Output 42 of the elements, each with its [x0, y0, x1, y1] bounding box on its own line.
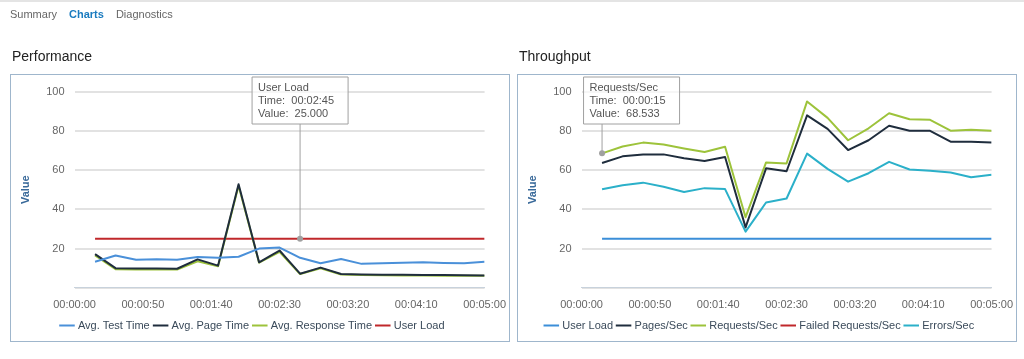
- x-tick-label: 00:00:00: [560, 298, 603, 311]
- y-tick-label: 80: [559, 123, 572, 136]
- x-tick-label: 00:03:20: [833, 298, 877, 311]
- x-tick-label: 00:01:40: [189, 298, 233, 311]
- y-tick-label: 20: [559, 241, 572, 254]
- y-tick-label: 60: [559, 163, 572, 176]
- legend-label: Pages/Sec: [634, 318, 689, 331]
- y-axis-title: Value: [525, 175, 538, 205]
- legend-label: Errors/Sec: [922, 318, 975, 331]
- x-tick-label: 00:02:30: [765, 298, 808, 311]
- chart-title: Performance: [11, 48, 94, 66]
- x-tick-label: 00:05:00: [463, 298, 506, 311]
- y-tick-label: 80: [52, 123, 65, 136]
- text: Diagnostics: [115, 8, 173, 20]
- y-tick-label: 60: [52, 163, 65, 176]
- legend-label: Requests/Sec: [709, 318, 779, 331]
- legend-label: Avg. Response Time: [270, 318, 373, 331]
- legend-label: Avg. Page Time: [171, 318, 250, 331]
- y-axis-title: Value: [18, 175, 31, 205]
- x-tick-label: 00:01:40: [696, 298, 740, 311]
- text: Charts: [69, 8, 104, 20]
- y-tick-label: 20: [52, 241, 65, 254]
- x-tick-label: 00:00:00: [53, 298, 96, 311]
- x-tick-label: 00:05:00: [970, 298, 1013, 311]
- x-tick-label: 00:04:10: [394, 298, 438, 311]
- x-tick-label: 00:00:50: [121, 298, 165, 311]
- legend-label: Failed Requests/Sec: [799, 318, 902, 331]
- x-tick-label: 00:04:10: [901, 298, 945, 311]
- y-tick-label: 40: [52, 202, 65, 215]
- text: Summary: [10, 8, 58, 20]
- x-tick-label: 00:03:20: [326, 298, 370, 311]
- y-tick-label: 40: [559, 202, 572, 215]
- x-tick-label: 00:00:50: [628, 298, 672, 311]
- annotation: User Load Time: 00:02:45 Value: 25.000: [258, 80, 335, 119]
- legend-label: User Load: [393, 318, 445, 331]
- legend-label: User Load: [562, 318, 614, 331]
- annotation: Requests/Sec Time: 00:00:15 Value: 68.533: [589, 80, 666, 119]
- x-tick-label: 00:02:30: [258, 298, 301, 311]
- y-tick-label: 100: [46, 84, 65, 97]
- chart-title: Throughput: [518, 48, 592, 66]
- y-tick-label: 100: [553, 84, 572, 97]
- legend-label: Avg. Test Time: [77, 318, 150, 331]
